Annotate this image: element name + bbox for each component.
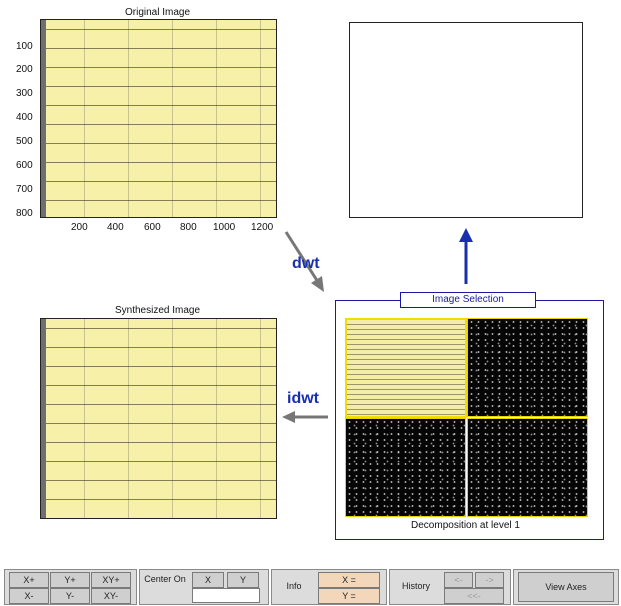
synthesized-image-plot[interactable] [40,318,277,519]
zoom-group: X+ Y+ XY+ X- Y- XY- [4,569,137,605]
y-tick: 800 [16,208,33,219]
synthesized-image-content [41,319,276,518]
image-selection-title: Image Selection [400,292,536,308]
info-group: Info X = Y = [271,569,387,605]
zoom-y-plus-button[interactable]: Y+ [50,572,90,588]
view-axes-button[interactable]: View Axes [518,572,614,602]
dwt-arrow-icon [284,231,324,292]
history-group: History <- -> <<- [389,569,511,605]
info-y-field: Y = [318,588,380,604]
synthesized-image-edge [41,319,46,518]
x-tick: 1200 [251,222,274,233]
vertical-detail-quadrant[interactable] [345,418,466,517]
info-x-field: X = [318,572,380,588]
zoom-x-minus-button[interactable]: X- [9,588,49,604]
zoom-xy-minus-button[interactable]: XY- [91,588,131,604]
info-label: Info [286,581,302,591]
approximation-quadrant[interactable] [345,318,467,418]
decomposition-caption: Decomposition at level 1 [411,520,520,531]
y-tick: 700 [16,184,33,195]
y-tick: 200 [16,64,33,75]
history-label: History [401,581,430,591]
x-tick: 1000 [213,222,236,233]
y-tick: 500 [16,136,33,147]
history-prev-button[interactable]: <- [444,572,473,588]
y-tick: 600 [16,160,33,171]
x-tick: 400 [107,222,124,233]
original-image-content [41,20,276,217]
center-on-input[interactable] [192,588,260,603]
up-arrow-icon [459,228,473,284]
center-on-label: Center On [144,574,186,584]
x-tick: 200 [71,222,88,233]
horizontal-detail-quadrant[interactable] [467,318,588,417]
center-y-button[interactable]: Y [227,572,259,588]
idwt-label: idwt [287,390,319,407]
view-axes-group: View Axes [513,569,619,605]
zoom-xy-plus-button[interactable]: XY+ [91,572,131,588]
idwt-arrow-icon [282,411,328,423]
center-on-group: Center On X Y [139,569,269,605]
center-x-button[interactable]: X [192,572,224,588]
y-tick: 100 [16,41,33,52]
original-image-plot[interactable] [40,19,277,218]
original-image-title: Original Image [124,7,191,18]
y-tick: 300 [16,88,33,99]
synthesized-image-title: Synthesized Image [114,305,201,316]
zoom-x-plus-button[interactable]: X+ [9,572,49,588]
dwt-label: dwt [292,255,320,272]
original-image-edge [41,20,46,217]
history-first-button[interactable]: <<- [444,588,504,604]
y-tick: 400 [16,112,33,123]
diagonal-detail-quadrant[interactable] [467,418,588,517]
x-tick: 600 [144,222,161,233]
zoom-y-minus-button[interactable]: Y- [50,588,90,604]
history-next-button[interactable]: -> [475,572,504,588]
x-tick: 800 [180,222,197,233]
selected-image-axes[interactable] [349,22,583,218]
